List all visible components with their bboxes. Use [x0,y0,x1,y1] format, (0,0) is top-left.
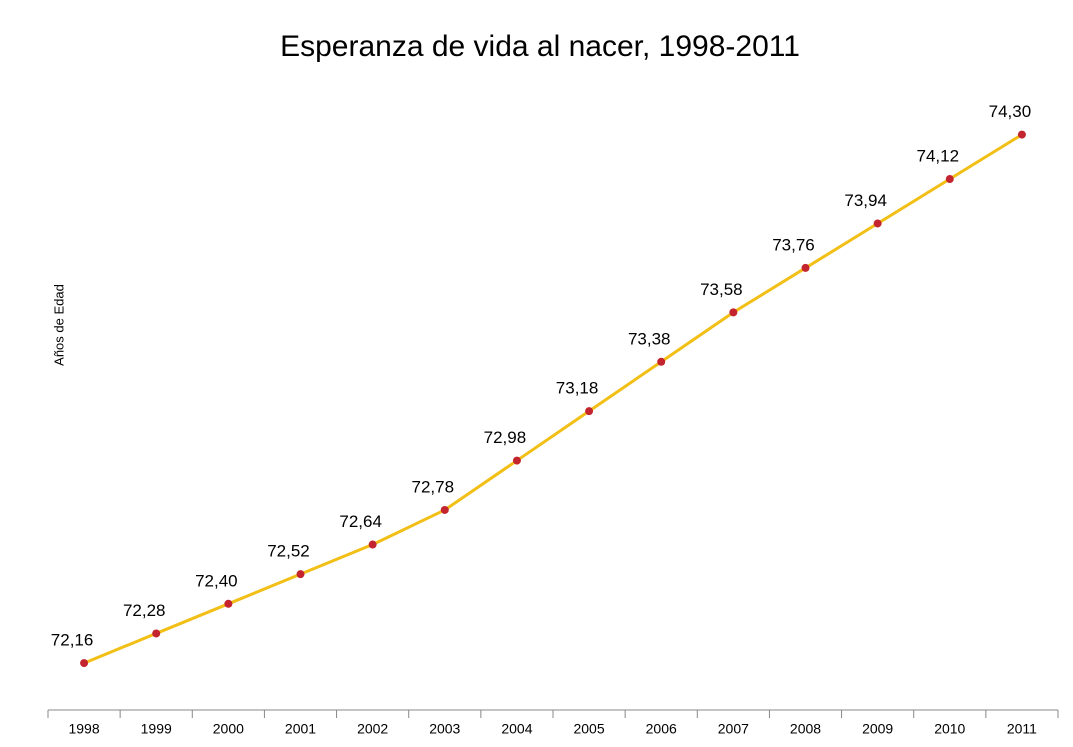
x-tick-label: 2010 [934,721,965,737]
marker [585,407,594,416]
x-tick-label: 2000 [213,721,244,737]
line [83,133,1023,665]
marker [1017,130,1026,139]
data-label: 73,58 [700,280,743,299]
data-label: 73,38 [628,329,671,348]
data-label: 72,78 [412,477,455,496]
x-tick-label: 2009 [862,721,893,737]
x-tick-label: 1998 [68,721,99,737]
data-label: 72,52 [267,542,310,561]
data-label: 73,94 [844,191,887,210]
marker [657,357,666,366]
x-tick-label: 2008 [790,721,821,737]
data-label: 72,98 [484,428,527,447]
marker [80,659,89,668]
y-axis-label: Años de Edad [51,284,66,366]
x-tick-label: 2003 [429,721,460,737]
x-tick-label: 2011 [1007,721,1037,737]
marker [440,505,449,514]
data-label: 74,30 [989,102,1032,121]
marker [296,570,305,579]
x-tick-label: 2001 [285,721,316,737]
marker [224,599,233,608]
data-label: 72,40 [195,571,238,590]
data-label: 72,16 [51,631,94,650]
x-tick-label: 2006 [646,721,677,737]
marker [512,456,521,465]
x-tick-label: 2005 [573,721,604,737]
data-label: 72,64 [339,512,382,531]
x-tick-label: 2004 [501,721,532,737]
data-label: 73,76 [772,235,815,254]
data-label: 73,18 [556,379,599,398]
data-label: 74,12 [917,147,960,166]
marker [873,219,882,228]
data-label: 72,28 [123,601,166,620]
marker [729,308,738,317]
chart-title: Esperanza de vida al nacer, 1998-2011 [280,30,800,63]
x-tick-label: 2002 [357,721,388,737]
x-tick-label: 1999 [141,721,172,737]
marker [945,175,954,184]
x-tick-label: 2007 [718,721,749,737]
marker [801,263,810,272]
marker [368,540,377,549]
marker [152,629,161,638]
